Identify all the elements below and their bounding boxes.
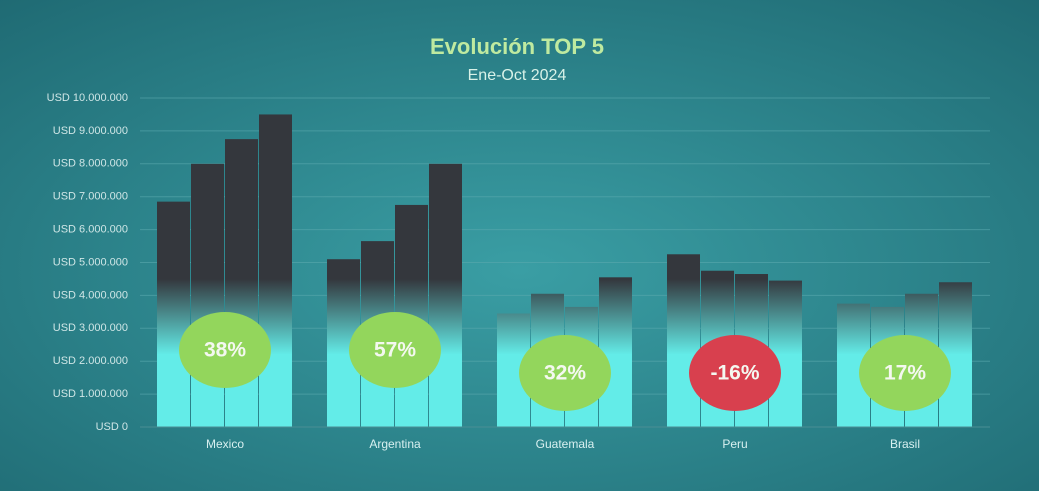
bar — [157, 201, 190, 427]
x-tick-label: Peru — [722, 437, 747, 451]
y-tick-label: USD 2.000.000 — [53, 355, 128, 367]
growth-label: 32% — [544, 362, 586, 385]
y-tick-label: USD 10.000.000 — [47, 92, 128, 104]
y-tick-label: USD 7.000.000 — [53, 191, 128, 203]
x-tick-label: Argentina — [369, 437, 421, 451]
bar — [599, 277, 632, 427]
bar — [259, 114, 292, 427]
growth-label: 17% — [884, 362, 926, 385]
bar — [667, 254, 700, 427]
x-tick-label: Brasil — [890, 437, 920, 451]
y-tick-label: USD 5.000.000 — [53, 256, 128, 268]
y-tick-label: USD 4.000.000 — [53, 289, 128, 301]
growth-badge — [349, 312, 441, 388]
y-tick-label: USD 3.000.000 — [53, 322, 128, 334]
y-tick-label: USD 0 — [96, 421, 128, 433]
growth-label: 38% — [204, 339, 246, 362]
growth-label: -16% — [710, 362, 759, 385]
growth-label: 57% — [374, 339, 416, 362]
chart-subtitle: Ene-Oct 2024 — [468, 67, 567, 84]
chart-title: Evolución TOP 5 — [430, 34, 604, 59]
y-tick-label: USD 9.000.000 — [53, 125, 128, 137]
growth-badge — [689, 335, 781, 411]
growth-badge — [519, 335, 611, 411]
x-tick-label: Guatemala — [536, 437, 595, 451]
bar — [429, 163, 462, 428]
growth-badge — [859, 335, 951, 411]
x-tick-label: Mexico — [206, 437, 244, 451]
y-tick-label: USD 8.000.000 — [53, 158, 128, 170]
y-tick-label: USD 1.000.000 — [53, 388, 128, 400]
y-tick-label: USD 6.000.000 — [53, 224, 128, 236]
growth-badge — [179, 312, 271, 388]
